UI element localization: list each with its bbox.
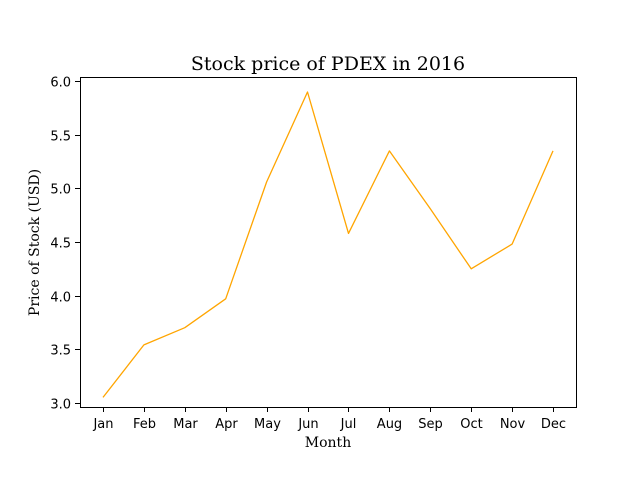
x-tick-label-apr: Apr (215, 417, 238, 432)
x-tick-label-feb: Feb (133, 417, 156, 432)
x-axis: Jan Feb Mar Apr May Jun Jul Aug Sep Oct Nov Dec (92, 407, 566, 432)
y-tick-label-0: 3.0 (50, 398, 71, 413)
series-layer (102, 91, 554, 398)
x-tick-label-dec: Dec (541, 417, 566, 432)
chart-title: Stock price of PDEX in 2016 (191, 53, 465, 75)
y-tick-label-1: 3.5 (50, 344, 71, 359)
y-axis-label: Price of Stock (USD) (27, 169, 43, 316)
y-tick-label-5: 5.5 (50, 130, 71, 145)
y-tick-label-6: 6.0 (50, 76, 71, 91)
x-tick-label-jul: Jul (340, 417, 357, 432)
y-axis: 3.0 3.5 4.0 4.5 5.0 5.5 6.0 (50, 76, 80, 413)
price-series-line (102, 91, 554, 398)
y-tick-label-3: 4.5 (50, 237, 71, 252)
y-tick-label-4: 5.0 (50, 183, 71, 198)
plot-area (80, 77, 577, 408)
x-tick-label-aug: Aug (377, 417, 402, 432)
x-axis-label: Month (305, 435, 351, 451)
x-tick-label-sep: Sep (418, 417, 443, 432)
plot-frame (80, 77, 577, 408)
x-tick-label-jun: Jun (297, 417, 318, 432)
x-tick-label-mar: Mar (173, 417, 198, 432)
y-tick-label-2: 4.0 (50, 291, 71, 306)
x-tick-label-may: May (254, 417, 281, 432)
x-tick-label-nov: Nov (500, 417, 526, 432)
x-tick-label-oct: Oct (460, 417, 482, 432)
x-tick-label-jan: Jan (92, 417, 113, 432)
